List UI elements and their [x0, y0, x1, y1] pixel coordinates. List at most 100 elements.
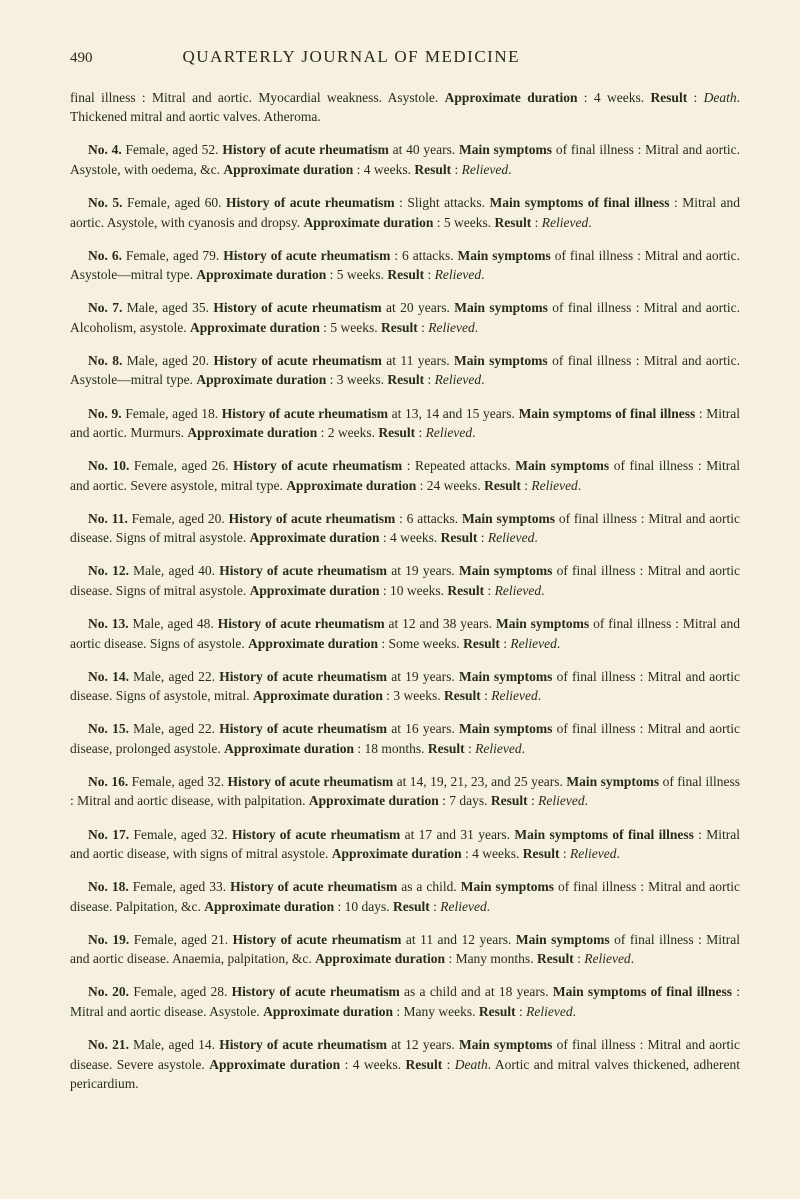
- text-run: No. 19.: [88, 932, 134, 947]
- text-run: :: [415, 425, 426, 440]
- text-run: No. 15.: [88, 721, 133, 736]
- text-run: Main symptoms: [566, 774, 659, 789]
- text-run: : 5 weeks.: [326, 267, 387, 282]
- text-run: .: [616, 846, 619, 861]
- case-entry: No. 12. Male, aged 40. History of acute …: [70, 561, 740, 600]
- case-entry: No. 21. Male, aged 14. History of acute …: [70, 1035, 740, 1094]
- text-run: Relieved: [526, 1004, 572, 1019]
- text-run: at 19 years.: [387, 669, 459, 684]
- text-run: No. 11.: [88, 511, 132, 526]
- text-run: History of acute rheumatism: [219, 563, 387, 578]
- case-entry: No. 15. Male, aged 22. History of acute …: [70, 719, 740, 758]
- text-run: Main symptoms: [454, 353, 548, 368]
- text-run: Main symptoms: [454, 300, 548, 315]
- text-run: Result: [441, 530, 478, 545]
- text-run: .: [534, 530, 537, 545]
- text-run: .: [541, 583, 544, 598]
- text-run: Approximate duration: [253, 688, 383, 703]
- case-entry: No. 17. Female, aged 32. History of acut…: [70, 825, 740, 864]
- text-run: : 2 weeks.: [317, 425, 378, 440]
- text-run: History of acute rheumatism: [213, 300, 381, 315]
- text-run: Main symptoms: [516, 932, 610, 947]
- text-run: Relieved: [531, 478, 577, 493]
- text-run: Main symptoms: [459, 669, 552, 684]
- text-run: Female, aged 18.: [125, 406, 221, 421]
- text-run: Relieved: [462, 162, 508, 177]
- text-run: .: [538, 688, 541, 703]
- text-run: :: [424, 372, 435, 387]
- text-run: at 13, 14 and 15 years.: [388, 406, 519, 421]
- text-run: final illness : Mitral and aortic. Myoca…: [70, 90, 445, 105]
- text-run: at 12 years.: [387, 1037, 459, 1052]
- text-run: Male, aged 22.: [133, 669, 219, 684]
- text-run: Main symptoms: [462, 511, 555, 526]
- text-run: : 3 weeks.: [383, 688, 444, 703]
- text-run: Approximate duration: [250, 530, 380, 545]
- text-run: Result: [378, 425, 415, 440]
- text-run: :: [418, 320, 429, 335]
- text-run: History of acute rheumatism: [219, 721, 387, 736]
- text-run: : 7 days.: [439, 793, 491, 808]
- text-run: No. 20.: [88, 984, 133, 999]
- text-run: :: [531, 215, 542, 230]
- text-run: Result: [523, 846, 560, 861]
- text-run: No. 14.: [88, 669, 133, 684]
- case-entry: No. 19. Female, aged 21. History of acut…: [70, 930, 740, 969]
- text-run: :: [500, 636, 511, 651]
- case-entry: No. 7. Male, aged 35. History of acute r…: [70, 298, 740, 337]
- text-run: Relieved: [495, 583, 541, 598]
- text-run: Approximate duration: [190, 320, 320, 335]
- text-run: History of acute rheumatism: [233, 458, 402, 473]
- text-run: Result: [494, 215, 531, 230]
- text-run: : Many months.: [445, 951, 537, 966]
- text-run: Result: [463, 636, 500, 651]
- text-run: Female, aged 32.: [132, 774, 228, 789]
- text-run: No. 4.: [88, 142, 126, 157]
- text-run: Relieved: [538, 793, 584, 808]
- text-run: :: [574, 951, 585, 966]
- text-run: :: [430, 899, 441, 914]
- text-run: Female, aged 60.: [127, 195, 226, 210]
- text-run: Male, aged 35.: [127, 300, 214, 315]
- case-entry: No. 13. Male, aged 48. History of acute …: [70, 614, 740, 653]
- text-run: .: [481, 372, 484, 387]
- text-run: : Many weeks.: [393, 1004, 479, 1019]
- text-run: No. 7.: [88, 300, 127, 315]
- text-run: :: [424, 267, 435, 282]
- case-entry: No. 14. Male, aged 22. History of acute …: [70, 667, 740, 706]
- text-run: Relieved: [435, 372, 481, 387]
- text-run: .: [487, 899, 490, 914]
- text-run: at 19 years.: [387, 563, 459, 578]
- case-entry: No. 9. Female, aged 18. History of acute…: [70, 404, 740, 443]
- text-run: at 16 years.: [387, 721, 459, 736]
- text-run: Relieved: [428, 320, 474, 335]
- text-run: Result: [428, 741, 465, 756]
- text-run: :: [559, 846, 570, 861]
- text-run: History of acute rheumatism: [233, 932, 402, 947]
- case-entry: No. 20. Female, aged 28. History of acut…: [70, 982, 740, 1021]
- text-run: Main symptoms of final illness: [514, 827, 693, 842]
- text-run: Relieved: [491, 688, 537, 703]
- text-run: at 20 years.: [382, 300, 455, 315]
- text-run: :: [451, 162, 462, 177]
- text-run: : Repeated attacks.: [402, 458, 515, 473]
- text-run: Approximate duration: [209, 1057, 340, 1072]
- text-run: : 3 weeks.: [326, 372, 387, 387]
- text-run: Relieved: [570, 846, 616, 861]
- page-number: 490: [70, 48, 93, 70]
- text-run: : 4 weeks.: [380, 530, 441, 545]
- text-run: at 11 years.: [382, 353, 454, 368]
- text-run: Approximate duration: [315, 951, 445, 966]
- text-run: :: [521, 478, 532, 493]
- text-run: No. 16.: [88, 774, 132, 789]
- text-run: Female, aged 33.: [133, 879, 230, 894]
- text-run: History of acute rheumatism: [213, 353, 381, 368]
- text-run: :: [687, 90, 703, 105]
- text-run: Approximate duration: [303, 215, 433, 230]
- text-run: Approximate duration: [332, 846, 462, 861]
- text-run: Approximate duration: [187, 425, 317, 440]
- text-run: :: [484, 583, 495, 598]
- text-run: Male, aged 22.: [133, 721, 219, 736]
- text-run: Result: [484, 478, 521, 493]
- text-run: : 4 weeks.: [353, 162, 414, 177]
